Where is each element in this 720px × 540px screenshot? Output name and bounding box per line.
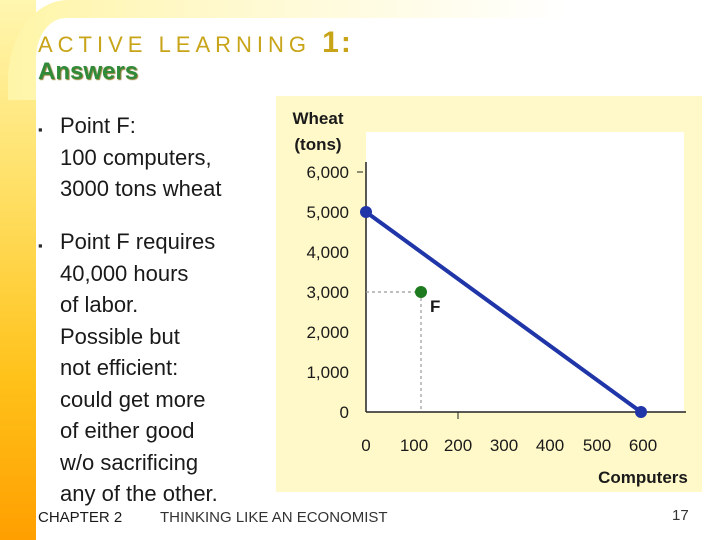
y-tick-label: 4,000 bbox=[306, 243, 349, 262]
x-tick-label: 300 bbox=[490, 436, 518, 455]
bullet-line: w/o sacrificing bbox=[60, 449, 199, 475]
bullet-line: Point F: bbox=[60, 113, 136, 138]
slide-title-line2: Answers bbox=[38, 58, 139, 85]
x-tick-label: 400 bbox=[536, 436, 564, 455]
bullet-line: any of the other. bbox=[60, 481, 218, 506]
guide-lines bbox=[366, 291, 422, 412]
x-tick-label: 600 bbox=[629, 436, 657, 455]
x-tick-label: 500 bbox=[583, 436, 611, 455]
bullet-line: could get more bbox=[60, 386, 206, 412]
footer-chapter: CHAPTER 2 bbox=[38, 509, 123, 526]
series bbox=[360, 206, 647, 418]
bullet-line: Point F requires bbox=[60, 229, 216, 254]
bullet-text: Point F requires 40,000 hours of labor. … bbox=[60, 226, 218, 510]
page-number: 17 bbox=[672, 507, 689, 524]
ppf-endpoint bbox=[360, 206, 372, 218]
points: F bbox=[415, 286, 440, 316]
bullet-line: 40,000 hours bbox=[60, 260, 189, 286]
y-axis-label-line1: Wheat bbox=[293, 109, 344, 128]
y-tick-label: 0 bbox=[340, 403, 349, 422]
bullet-marker: ▪ bbox=[38, 238, 43, 253]
bullet-text: Point F: 100 computers, 3000 tons wheat bbox=[60, 110, 221, 205]
bullet-line: 100 computers, bbox=[60, 144, 212, 170]
y-tick-label: 6,000 bbox=[306, 163, 349, 182]
bullet-line: of labor. bbox=[60, 292, 139, 317]
ppf-line bbox=[364, 210, 643, 414]
footer-title: THINKING LIKE AN ECONOMIST bbox=[160, 509, 388, 526]
y-axis-label-line2: (tons) bbox=[294, 135, 341, 154]
bullet-line: Possible but bbox=[60, 323, 180, 349]
bullet-line: 3000 tons wheat bbox=[60, 176, 222, 201]
point-f-marker bbox=[415, 286, 427, 298]
x-axis-label: Computers bbox=[598, 468, 688, 487]
title-text: ACTIVE LEARNING bbox=[38, 32, 312, 57]
point-f-label: F bbox=[430, 297, 440, 316]
bullet-marker: ▪ bbox=[38, 122, 43, 137]
y-tick-label: 2,000 bbox=[306, 323, 349, 342]
title-number: 1: bbox=[322, 26, 353, 59]
bullet-line: not efficient: bbox=[60, 355, 179, 380]
axes bbox=[365, 162, 686, 413]
y-tick-label: 5,000 bbox=[306, 203, 349, 222]
x-tick-label: 100 bbox=[400, 436, 428, 455]
ticks: 0 1,000 2,000 3,000 4,000 5,000 6,000 0 100 200 30… bbox=[306, 163, 657, 455]
y-tick-label: 1,000 bbox=[306, 363, 349, 382]
ppf-endpoint bbox=[635, 406, 647, 418]
plot-area bbox=[366, 132, 684, 412]
y-tick-label: 3,000 bbox=[306, 283, 349, 302]
slide-title-line1: ACTIVE LEARNING 1: bbox=[38, 26, 353, 60]
bullet-line: of either good bbox=[60, 418, 195, 443]
x-tick-label: 0 bbox=[361, 436, 370, 455]
x-tick-label: 200 bbox=[444, 436, 472, 455]
